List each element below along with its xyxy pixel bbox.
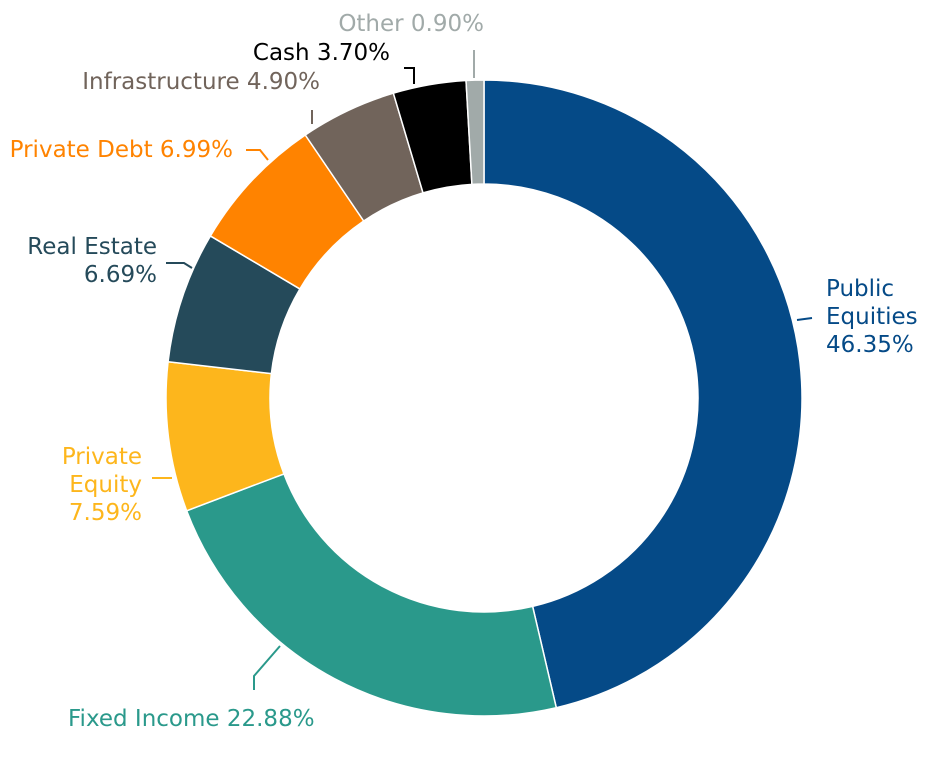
donut-slices xyxy=(165,79,803,717)
label-infrastructure: Infrastructure 4.90% xyxy=(82,69,320,95)
label-fixed-income: Fixed Income 22.88% xyxy=(68,706,315,732)
label-line: 6.69% xyxy=(84,262,157,288)
leader-public-equities xyxy=(796,317,813,321)
label-line: Infrastructure 4.90% xyxy=(82,69,320,95)
label-line: 7.59% xyxy=(69,500,142,526)
leader-real-estate xyxy=(166,262,193,269)
label-line: Equity xyxy=(69,472,142,498)
label-line: Fixed Income 22.88% xyxy=(68,706,315,732)
leader-cash xyxy=(404,67,415,84)
slice-fixed-income xyxy=(185,472,558,717)
slice-other xyxy=(465,79,485,186)
label-line: Equities xyxy=(826,304,918,330)
label-line: Cash 3.70% xyxy=(253,40,390,66)
slice-labels: Public Equities 46.35% Fixed Income 22.88% P… xyxy=(10,11,918,732)
leader-fixed-income xyxy=(253,645,281,690)
slice-public-equities xyxy=(483,79,803,709)
label-private-debt: Private Debt 6.99% xyxy=(10,137,233,163)
label-cash: Cash 3.70% xyxy=(253,40,390,66)
label-public-equities: Public Equities 46.35% xyxy=(826,276,918,358)
label-private-equity: Private Equity 7.59% xyxy=(62,444,142,526)
label-line: Private Debt 6.99% xyxy=(10,137,233,163)
label-leader-lines xyxy=(152,50,813,690)
label-line: Other 0.90% xyxy=(338,11,484,37)
label-line: Real Estate xyxy=(27,234,157,260)
label-other: Other 0.90% xyxy=(338,11,484,37)
label-line: 46.35% xyxy=(826,332,914,358)
label-real-estate: Real Estate 6.69% xyxy=(27,234,157,288)
label-line: Private xyxy=(62,444,142,470)
leader-private-debt xyxy=(246,149,269,161)
label-line: Public xyxy=(826,276,894,302)
